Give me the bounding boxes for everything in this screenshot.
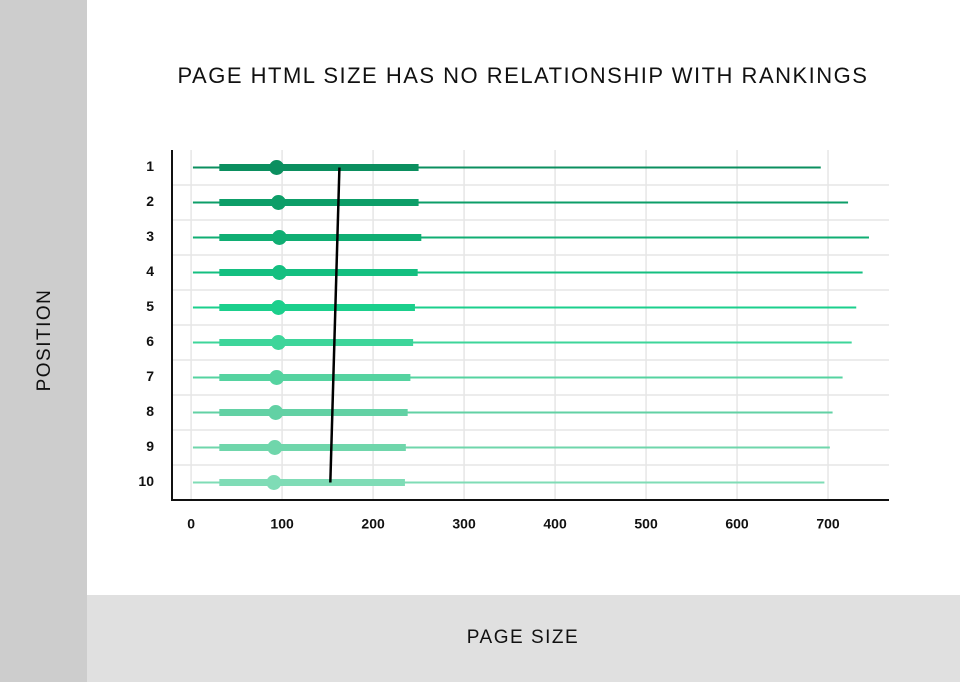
x-axis-label: PAGE SIZE <box>467 627 579 648</box>
y-tick-label: 3 <box>146 228 154 244</box>
x-tick-label: 400 <box>543 516 567 532</box>
median-dot <box>270 335 286 350</box>
median-dot <box>269 160 285 175</box>
x-tick-label: 100 <box>270 516 294 532</box>
chart-title: PAGE HTML SIZE HAS NO RELATIONSHIP WITH … <box>178 63 869 88</box>
x-tick-label: 0 <box>187 516 195 532</box>
x-tick-label: 700 <box>816 516 840 532</box>
y-tick-label: 5 <box>146 298 154 314</box>
y-tick-label: 1 <box>146 158 154 174</box>
median-dot <box>270 195 286 210</box>
y-tick-label: 2 <box>146 193 154 209</box>
y-axis-label: POSITION <box>34 289 55 392</box>
x-tick-label: 200 <box>361 516 385 532</box>
left-panel <box>0 0 87 682</box>
trend-line <box>329 167 341 483</box>
y-tick-label: 6 <box>146 333 154 349</box>
median-dot <box>271 265 287 280</box>
x-tick-label: 500 <box>634 516 658 532</box>
median-dot <box>269 370 285 385</box>
median-dot <box>268 405 284 420</box>
y-tick-label: 8 <box>146 403 154 419</box>
median-dot <box>266 475 282 490</box>
y-tick-label: 9 <box>146 438 154 454</box>
y-tick-label: 10 <box>138 473 154 489</box>
bottom-panel <box>87 595 960 682</box>
y-tick-label: 4 <box>146 263 154 279</box>
y-tick-label: 7 <box>146 368 154 384</box>
median-dot <box>271 230 287 245</box>
median-dot <box>270 300 286 315</box>
x-tick-label: 600 <box>725 516 749 532</box>
x-tick-label: 300 <box>452 516 476 532</box>
median-dot <box>267 440 283 455</box>
